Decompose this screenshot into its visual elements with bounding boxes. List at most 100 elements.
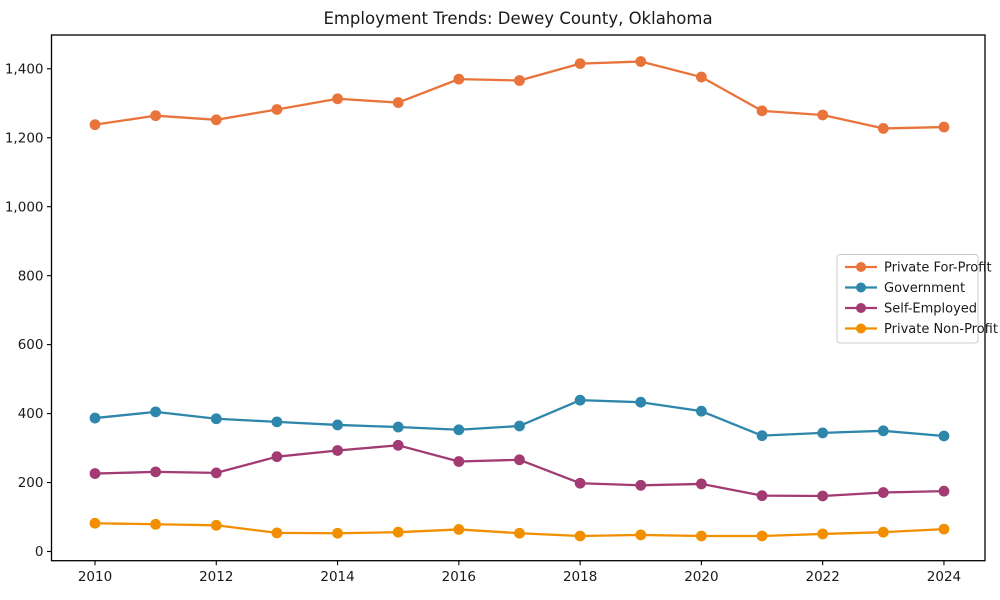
series-line-private-for-profit bbox=[93, 60, 946, 130]
chart-title: Employment Trends: Dewey County, Oklahom… bbox=[323, 9, 712, 28]
data-point-self-employed-2023 bbox=[877, 487, 889, 498]
series-government bbox=[89, 394, 950, 442]
data-point-private-non-profit-2011 bbox=[150, 518, 162, 530]
data-point-self-employed-2022 bbox=[817, 490, 829, 502]
legend-entry-private-for-profit: Private For-Profit bbox=[845, 261, 992, 276]
data-point-private-non-profit-2013 bbox=[271, 527, 283, 539]
data-point-government-2016 bbox=[453, 424, 465, 436]
data-point-government-2014 bbox=[332, 419, 343, 431]
data-point-self-employed-2015 bbox=[392, 439, 404, 451]
data-point-private-for-profit-2024 bbox=[938, 121, 950, 133]
data-point-private-non-profit-2014 bbox=[332, 527, 343, 539]
data-point-private-for-profit-2014 bbox=[332, 93, 343, 105]
data-point-self-employed-2017 bbox=[514, 454, 525, 466]
data-point-private-for-profit-2015 bbox=[392, 97, 404, 108]
data-point-government-2024 bbox=[938, 430, 950, 442]
series-self-employed bbox=[89, 439, 950, 502]
data-point-private-non-profit-2016 bbox=[453, 524, 465, 535]
legend-marker-swatch bbox=[856, 323, 866, 334]
data-point-government-2019 bbox=[635, 396, 647, 408]
data-point-private-for-profit-2023 bbox=[877, 123, 889, 134]
x-tick-label: 2020 bbox=[684, 569, 718, 585]
data-point-government-2015 bbox=[392, 421, 404, 433]
data-point-private-for-profit-2021 bbox=[756, 105, 768, 117]
data-point-government-2011 bbox=[150, 406, 162, 418]
data-point-government-2010 bbox=[89, 412, 101, 424]
data-point-government-2013 bbox=[271, 416, 283, 428]
y-tick-label: 200 bbox=[18, 475, 44, 491]
data-point-private-for-profit-2013 bbox=[271, 104, 283, 115]
data-point-private-for-profit-2019 bbox=[635, 56, 647, 67]
legend-box bbox=[836, 254, 979, 344]
legend-label: Private Non-Profit bbox=[884, 322, 998, 337]
y-tick-label: 0 bbox=[35, 544, 44, 560]
legend-marker-swatch bbox=[856, 303, 866, 313]
data-point-self-employed-2013 bbox=[271, 451, 283, 463]
data-point-private-non-profit-2022 bbox=[817, 528, 829, 540]
x-tick-label: 2016 bbox=[442, 569, 476, 585]
data-point-self-employed-2019 bbox=[635, 479, 647, 491]
legend-marker-swatch bbox=[856, 262, 866, 272]
legend-marker-swatch bbox=[856, 282, 866, 293]
plot-area: 2010 2012 2014 2016 2018 2020 2022 2024 0 200 400 6… bbox=[5, 34, 998, 585]
y-tick-label: 400 bbox=[18, 406, 44, 422]
x-tick-label: 2018 bbox=[563, 569, 597, 585]
data-point-self-employed-2024 bbox=[938, 485, 950, 497]
series-private-non-profit bbox=[89, 517, 950, 542]
data-point-private-for-profit-2022 bbox=[817, 109, 829, 121]
data-point-private-for-profit-2016 bbox=[453, 73, 465, 85]
series-line-self-employed bbox=[93, 444, 946, 498]
legend-label: Government bbox=[884, 281, 965, 296]
data-point-private-non-profit-2017 bbox=[514, 527, 525, 539]
x-tick-label: 2024 bbox=[927, 569, 961, 585]
y-tick-label: 1,000 bbox=[5, 199, 44, 215]
data-point-government-2017 bbox=[514, 420, 525, 432]
data-point-private-non-profit-2024 bbox=[938, 523, 950, 535]
data-point-private-non-profit-2018 bbox=[574, 530, 586, 542]
data-point-private-for-profit-2011 bbox=[150, 110, 162, 122]
data-point-private-non-profit-2021 bbox=[756, 530, 768, 542]
data-point-private-for-profit-2010 bbox=[89, 119, 101, 131]
data-point-self-employed-2014 bbox=[332, 445, 343, 456]
legend-label: Private For-Profit bbox=[884, 261, 992, 276]
data-point-private-non-profit-2015 bbox=[392, 526, 404, 538]
data-point-private-non-profit-2010 bbox=[89, 517, 101, 529]
data-point-self-employed-2011 bbox=[150, 466, 162, 478]
data-point-private-for-profit-2017 bbox=[514, 75, 525, 86]
data-point-private-for-profit-2020 bbox=[696, 71, 707, 83]
series-private-for-profit bbox=[89, 56, 950, 134]
data-point-government-2020 bbox=[696, 405, 707, 417]
data-point-government-2022 bbox=[817, 427, 829, 439]
y-tick-label: 1,200 bbox=[5, 130, 44, 146]
x-tick-label: 2022 bbox=[806, 569, 840, 585]
legend-entry-private-non-profit: Private Non-Profit bbox=[845, 322, 998, 337]
data-point-self-employed-2021 bbox=[756, 490, 768, 502]
legend: Private For-Profit Government Self-Employe… bbox=[836, 254, 998, 344]
data-point-private-for-profit-2018 bbox=[574, 58, 586, 70]
data-point-government-2021 bbox=[756, 430, 768, 442]
data-point-government-2012 bbox=[210, 413, 222, 425]
data-point-government-2023 bbox=[877, 425, 889, 437]
data-point-self-employed-2020 bbox=[696, 478, 707, 490]
data-point-self-employed-2012 bbox=[210, 467, 222, 479]
y-tick-label: 800 bbox=[18, 268, 44, 284]
data-point-self-employed-2018 bbox=[574, 477, 586, 489]
plot-border bbox=[50, 34, 986, 562]
data-point-government-2018 bbox=[574, 394, 586, 406]
data-point-private-non-profit-2012 bbox=[210, 519, 222, 531]
data-point-private-for-profit-2012 bbox=[210, 114, 222, 126]
y-tick-label: 1,400 bbox=[5, 61, 44, 77]
x-tick-label: 2012 bbox=[199, 569, 233, 585]
data-point-private-non-profit-2019 bbox=[635, 529, 647, 541]
legend-entry-self-employed: Self-Employed bbox=[845, 302, 977, 317]
data-point-self-employed-2010 bbox=[89, 468, 101, 479]
x-tick-label: 2010 bbox=[78, 569, 112, 585]
legend-entry-government: Government bbox=[845, 281, 965, 296]
data-point-private-non-profit-2020 bbox=[696, 530, 707, 542]
data-point-private-non-profit-2023 bbox=[877, 526, 889, 538]
legend-label: Self-Employed bbox=[884, 302, 977, 317]
data-point-self-employed-2016 bbox=[453, 456, 465, 467]
x-tick-label: 2014 bbox=[320, 569, 354, 585]
